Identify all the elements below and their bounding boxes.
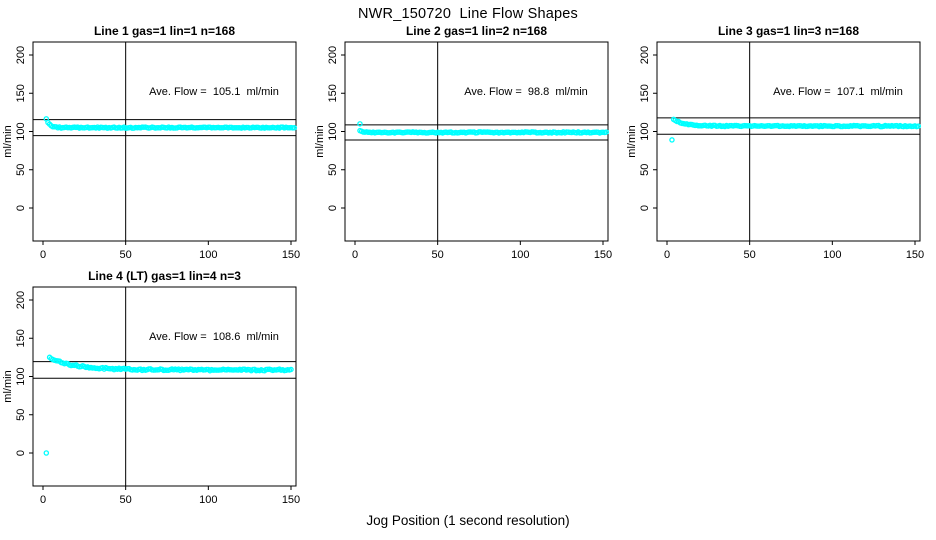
ave-flow-annotation-line-1: Ave. Flow = 105.1 ml/min (149, 86, 279, 98)
ave-flow-annotation-line-3: Ave. Flow = 107.1 ml/min (773, 86, 903, 98)
svg-text:50: 50 (120, 494, 132, 506)
svg-text:0: 0 (327, 205, 339, 211)
panel-title-line-3: Line 3 gas=1 lin=3 n=168 (717, 24, 860, 38)
svg-text:150: 150 (327, 84, 339, 102)
svg-text:50: 50 (15, 409, 27, 421)
plot-area-line-1: 0 50 100 150 200 0 50 100 150 ml/min (2, 41, 300, 261)
svg-text:50: 50 (120, 249, 132, 261)
svg-text:0: 0 (664, 249, 670, 261)
svg-text:50: 50 (327, 164, 339, 176)
panel-title-line-4: Line 4 (LT) gas=1 lin=4 n=3 (88, 269, 241, 283)
svg-text:ml/min: ml/min (2, 370, 14, 402)
svg-text:150: 150 (906, 249, 924, 261)
svg-text:200: 200 (327, 46, 339, 64)
svg-text:150: 150 (282, 494, 300, 506)
plot-area-line-2: 0 50 100 150 200 0 50 100 150 ml/min (314, 41, 612, 261)
svg-text:100: 100 (15, 122, 27, 140)
panel-title-line-1: Line 1 gas=1 lin=1 n=168 (93, 24, 236, 38)
figure-title: NWR_150720 Line Flow Shapes (358, 6, 578, 22)
svg-text:0: 0 (40, 494, 46, 506)
svg-text:100: 100 (823, 249, 841, 261)
svg-text:150: 150 (15, 84, 27, 102)
svg-text:200: 200 (15, 291, 27, 309)
svg-text:150: 150 (282, 249, 300, 261)
svg-text:50: 50 (639, 164, 651, 176)
ave-flow-annotation-line-2: Ave. Flow = 98.8 ml/min (464, 86, 588, 98)
svg-text:50: 50 (15, 164, 27, 176)
svg-text:ml/min: ml/min (314, 125, 326, 157)
plot-area-line-4: 0 50 100 150 200 0 50 100 150 ml/min (2, 286, 300, 506)
svg-text:100: 100 (639, 122, 651, 140)
svg-text:0: 0 (639, 205, 651, 211)
svg-text:0: 0 (40, 249, 46, 261)
svg-text:100: 100 (327, 122, 339, 140)
svg-text:0: 0 (15, 450, 27, 456)
svg-text:100: 100 (199, 494, 217, 506)
svg-text:100: 100 (199, 249, 217, 261)
svg-text:0: 0 (352, 249, 358, 261)
svg-text:50: 50 (432, 249, 444, 261)
svg-text:100: 100 (15, 367, 27, 385)
x-axis-label: Jog Position (1 second resolution) (366, 513, 570, 528)
plot-area-line-3: 0 50 100 150 200 0 50 100 150 ml/min (626, 41, 924, 261)
svg-text:100: 100 (511, 249, 529, 261)
svg-text:150: 150 (639, 84, 651, 102)
svg-text:200: 200 (639, 46, 651, 64)
svg-text:200: 200 (15, 46, 27, 64)
svg-text:ml/min: ml/min (626, 125, 638, 157)
svg-text:ml/min: ml/min (2, 125, 14, 157)
svg-text:0: 0 (15, 205, 27, 211)
svg-text:150: 150 (15, 329, 27, 347)
ave-flow-annotation-line-4: Ave. Flow = 108.6 ml/min (149, 331, 279, 343)
svg-text:150: 150 (594, 249, 612, 261)
svg-text:50: 50 (744, 249, 756, 261)
panel-title-line-2: Line 2 gas=1 lin=2 n=168 (405, 24, 548, 38)
